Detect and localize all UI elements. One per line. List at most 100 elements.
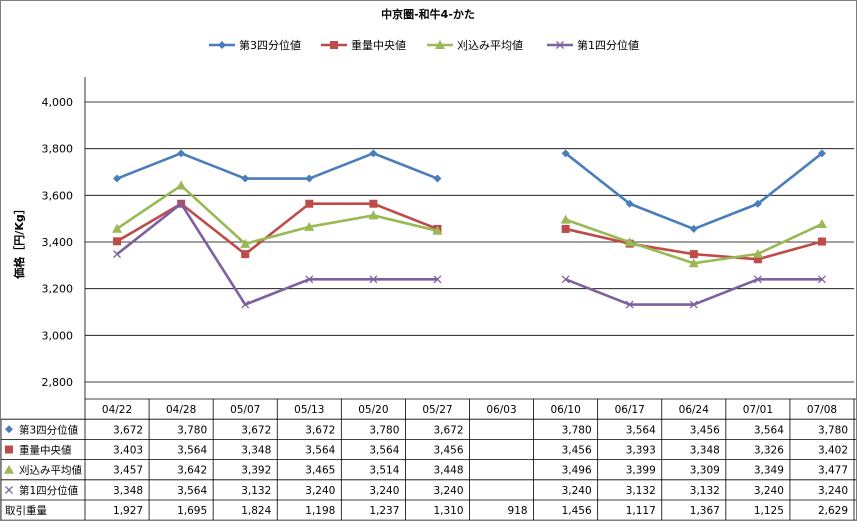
table-cell: 3,132 (690, 485, 720, 497)
table-cell: 1,927 (113, 505, 143, 517)
table-row-label: 重量中央値 (19, 444, 72, 457)
y-tick-label: 2,800 (42, 376, 74, 389)
table-cell: 3,564 (626, 424, 656, 436)
table-cell: 3,309 (690, 465, 720, 477)
data-point (561, 224, 570, 233)
table-row-label: 取引重量 (5, 504, 47, 517)
series-4 (113, 199, 826, 309)
y-tick-label: 3,600 (42, 189, 74, 202)
data-point (625, 300, 634, 309)
table-header-cell: 05/07 (230, 404, 260, 416)
data-point (177, 149, 186, 158)
table-cell: 3,780 (818, 424, 848, 436)
data-point (753, 255, 762, 264)
table-legend-key (4, 464, 14, 474)
table-cell: 3,672 (113, 424, 143, 436)
table-cell: 3,564 (177, 445, 207, 457)
data-point (433, 275, 442, 284)
data-point (432, 225, 443, 235)
data-point (177, 199, 186, 208)
table-cell: 3,240 (818, 485, 848, 497)
data-point (689, 250, 698, 259)
table-cell: 3,672 (305, 424, 335, 436)
data-point (689, 224, 698, 233)
table-cell: 3,348 (690, 445, 720, 457)
legend: 第3四分位値 重量中央値 刈込み平均値 第1四分位値 (209, 38, 639, 52)
table-cell: 3,514 (369, 465, 399, 477)
data-point (369, 199, 378, 208)
table-cell: 3,672 (241, 424, 271, 436)
data-point (241, 250, 250, 259)
series-2 (113, 199, 826, 264)
table-cell: 3,240 (754, 485, 784, 497)
data-point (305, 199, 314, 208)
table-cell: 1,125 (754, 505, 784, 517)
table-cell: 3,465 (305, 465, 335, 477)
legend-marker (435, 40, 445, 49)
table-header-cell: 04/28 (166, 404, 196, 416)
table-cell: 3,477 (818, 465, 848, 477)
table-cell: 2,629 (818, 505, 848, 517)
series-1 (113, 149, 826, 233)
table-cell: 3,132 (626, 485, 656, 497)
table-cell: 3,496 (562, 465, 592, 477)
table-cell: 3,672 (433, 424, 463, 436)
legend-label: 重量中央値 (351, 38, 406, 52)
table-header-cell: 06/10 (550, 404, 580, 416)
data-point (112, 223, 123, 233)
table-cell: 3,457 (113, 465, 143, 477)
series-line (116, 152, 438, 180)
table-row-label: 第3四分位値 (19, 423, 79, 436)
table-cell: 3,780 (562, 424, 592, 436)
y-tick-label: 3,800 (42, 143, 74, 156)
table-header-cell: 05/13 (294, 404, 324, 416)
table-cell: 3,456 (562, 445, 592, 457)
data-point (816, 219, 827, 229)
legend-marker (218, 41, 226, 49)
table-cell: 918 (508, 505, 528, 517)
data-point (561, 275, 570, 284)
legend-marker (330, 41, 338, 49)
y-tick-label: 3,000 (42, 329, 74, 342)
data-point (817, 237, 826, 246)
table-cell: 1,198 (305, 505, 335, 517)
table-cell: 3,240 (369, 485, 399, 497)
table-cell: 3,392 (241, 465, 271, 477)
table-row-label: 刈込み平均値 (19, 464, 82, 477)
table-cell: 1,237 (369, 505, 399, 517)
data-point (624, 237, 635, 247)
data-point (753, 199, 762, 208)
legend-label: 第3四分位値 (239, 38, 301, 52)
table-header-cell: 06/24 (679, 404, 710, 416)
table-legend-key (5, 445, 13, 454)
table-cell: 3,642 (177, 465, 207, 477)
table-cell: 3,326 (754, 445, 784, 457)
data-point (625, 199, 634, 208)
y-tick-label: 4,000 (42, 96, 74, 109)
data-point (688, 258, 699, 268)
series-line (565, 278, 822, 306)
table-header-cell: 06/03 (486, 404, 516, 416)
data-point (369, 149, 378, 158)
data-point (368, 210, 379, 220)
table-cell: 3,456 (433, 445, 463, 457)
series-line (116, 202, 438, 256)
chart-title: 中京圏-和牛4-かた (381, 7, 475, 21)
gridlines (84, 77, 854, 383)
data-point (176, 180, 187, 190)
table-legend-key (5, 425, 13, 434)
y-tick-labels: 2,800 3,000 3,200 3,400 3,600 3,800 4,000 (42, 96, 74, 389)
data-table: 04/22 04/28 05/07 05/13 05/20 05/27 06/03 06/10… (0, 382, 856, 521)
data-point (113, 174, 122, 183)
series-lines (112, 149, 827, 309)
table-cell: 3,399 (626, 465, 656, 477)
table-cell: 3,348 (241, 445, 271, 457)
table-header-cell: 07/08 (807, 404, 837, 416)
series-line (116, 184, 438, 246)
series-3 (112, 180, 827, 268)
table-header-cell: 05/27 (422, 404, 452, 416)
table-cell: 1,117 (626, 505, 656, 517)
data-point (304, 221, 315, 231)
